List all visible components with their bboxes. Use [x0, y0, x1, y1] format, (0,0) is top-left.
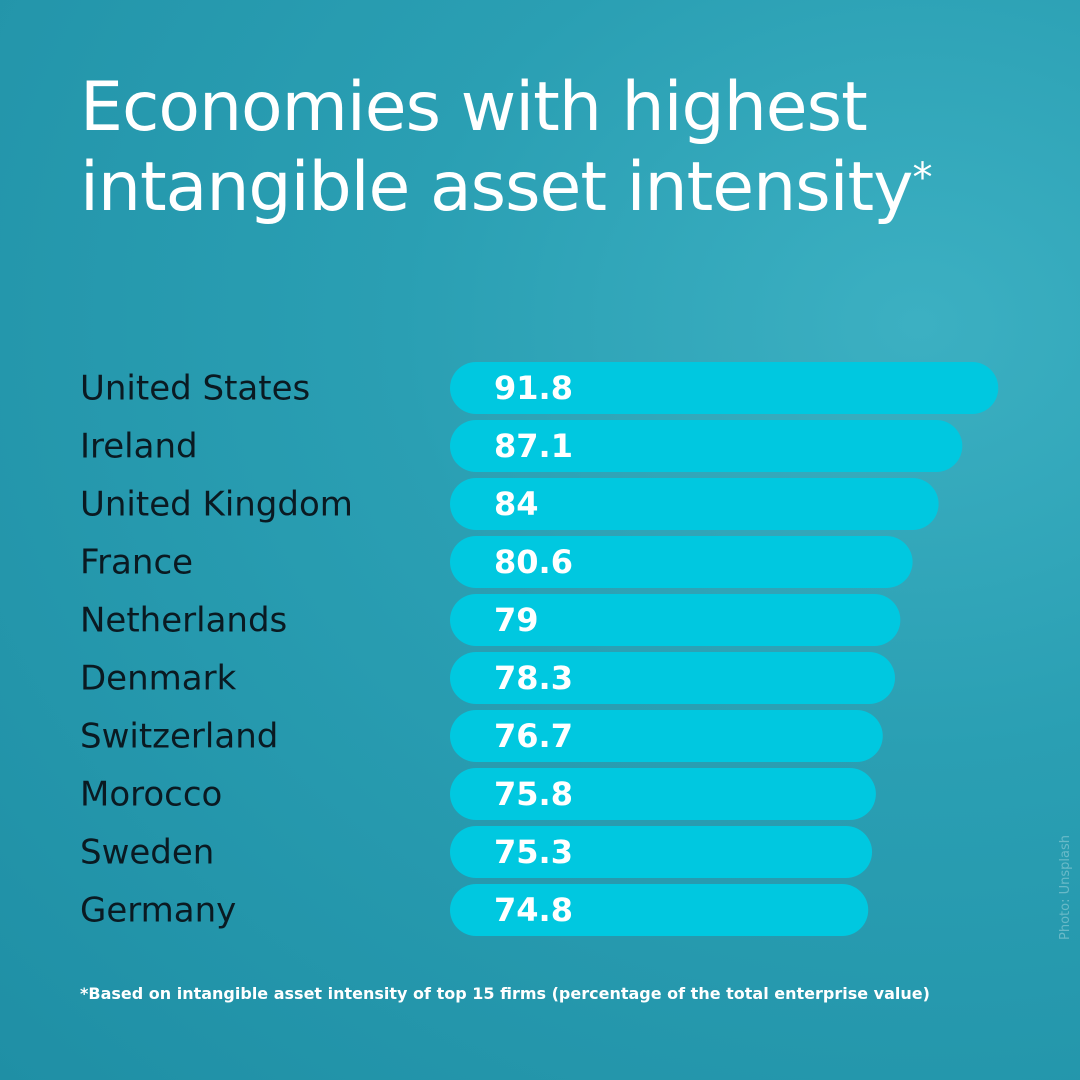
title-mark: *: [912, 155, 932, 201]
category-label: France: [80, 543, 193, 583]
category-label: Denmark: [80, 659, 237, 699]
title-text: Economies with highest intangible asset …: [80, 68, 913, 227]
category-label: Ireland: [80, 427, 198, 467]
footnote: *Based on intangible asset intensity of …: [80, 984, 930, 1003]
category-label: United States: [80, 369, 310, 409]
bar: [450, 826, 873, 878]
bar: [450, 420, 963, 472]
category-label: Morocco: [80, 775, 222, 815]
value-label: 91.8: [494, 369, 573, 407]
category-label: Switzerland: [80, 717, 278, 757]
bar: [450, 362, 999, 414]
value-label: 78.3: [494, 659, 573, 697]
bar: [450, 594, 901, 646]
bar: [450, 536, 913, 588]
value-label: 79: [494, 601, 539, 639]
category-label: United Kingdom: [80, 485, 353, 525]
value-label: 75.8: [494, 775, 573, 813]
category-label: Sweden: [80, 833, 214, 873]
value-label: 84: [494, 485, 539, 523]
bar: [450, 884, 869, 936]
category-label: Netherlands: [80, 601, 287, 641]
value-label: 75.3: [494, 833, 573, 871]
bar: [450, 652, 895, 704]
bar: [450, 768, 876, 820]
value-label: 80.6: [494, 543, 573, 581]
bar: [450, 478, 939, 530]
category-label: Germany: [80, 891, 236, 931]
value-label: 74.8: [494, 891, 573, 929]
value-label: 76.7: [494, 717, 573, 755]
photo-credit: Photo: Unsplash: [1058, 835, 1073, 940]
value-label: 87.1: [494, 427, 573, 465]
chart-title: Economies with highest intangible asset …: [80, 68, 1020, 228]
bar: [450, 710, 883, 762]
